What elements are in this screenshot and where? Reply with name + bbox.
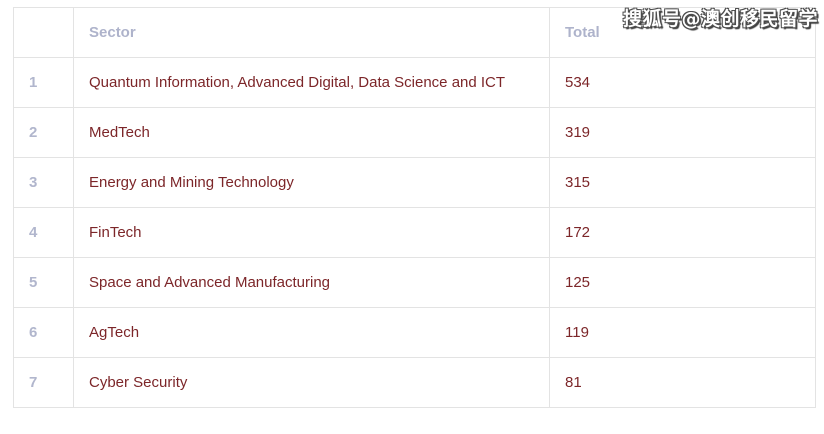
total-value: 125 [549, 257, 816, 308]
total-value: 319 [549, 107, 816, 158]
sector-value: Space and Advanced Manufacturing [73, 257, 550, 308]
rank-value: 1 [13, 57, 74, 108]
rank-value: 2 [13, 107, 74, 158]
table-row: 2 MedTech 319 [13, 107, 816, 158]
sector-table-container: Sector Total 1 Quantum Information, Adva… [13, 7, 816, 408]
table-row: 5 Space and Advanced Manufacturing 125 [13, 257, 816, 308]
total-value: 534 [549, 57, 816, 108]
sector-value: Energy and Mining Technology [73, 157, 550, 208]
rank-value: 6 [13, 307, 74, 358]
sector-value: MedTech [73, 107, 550, 158]
rank-value: 4 [13, 207, 74, 258]
watermark: 搜狐号@澳创移民留学 [622, 8, 818, 30]
table-row: 6 AgTech 119 [13, 307, 816, 358]
total-value: 172 [549, 207, 816, 258]
total-value: 315 [549, 157, 816, 208]
sector-value: Cyber Security [73, 357, 550, 408]
table-row: 7 Cyber Security 81 [13, 357, 816, 408]
sector-value: Quantum Information, Advanced Digital, D… [73, 57, 550, 108]
rank-value: 3 [13, 157, 74, 208]
rank-value: 5 [13, 257, 74, 308]
table-row: 4 FinTech 172 [13, 207, 816, 258]
table-row: 3 Energy and Mining Technology 315 [13, 157, 816, 208]
rank-value: 7 [13, 357, 74, 408]
sector-value: FinTech [73, 207, 550, 258]
sector-totals-table: Sector Total 1 Quantum Information, Adva… [13, 7, 816, 408]
table-row: 1 Quantum Information, Advanced Digital,… [13, 57, 816, 108]
total-value: 119 [549, 307, 816, 358]
sector-column-header: Sector [73, 7, 550, 58]
total-value: 81 [549, 357, 816, 408]
rank-column-header [13, 7, 74, 58]
sector-value: AgTech [73, 307, 550, 358]
